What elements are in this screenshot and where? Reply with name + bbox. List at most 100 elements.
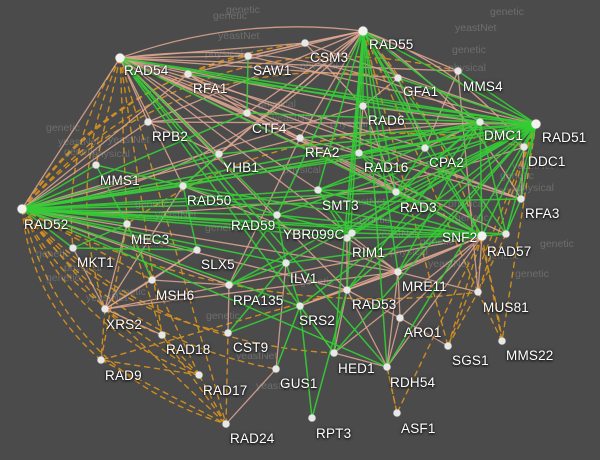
node-rdh54[interactable] [383, 363, 391, 371]
node-srs2[interactable] [296, 302, 304, 310]
edge-green[interactable] [21, 164, 97, 210]
edge-salmon[interactable] [104, 271, 399, 310]
node-rpt3[interactable] [308, 414, 316, 422]
edge-salmon[interactable] [119, 57, 522, 200]
edge-orange[interactable] [119, 57, 227, 425]
edge-green[interactable] [395, 147, 426, 193]
edge-salmon[interactable] [399, 235, 483, 319]
node-rad3[interactable] [392, 188, 400, 196]
node-rad51[interactable] [531, 119, 541, 129]
edge-green[interactable] [505, 198, 522, 235]
edge-green[interactable] [346, 123, 537, 291]
node-sgs1[interactable] [444, 342, 452, 350]
edge-green[interactable] [21, 153, 220, 210]
node-rad17[interactable] [195, 371, 203, 379]
edge-green[interactable] [119, 57, 388, 368]
edge-green[interactable] [317, 189, 483, 237]
edge-green[interactable] [95, 164, 184, 187]
edge-orange[interactable] [95, 57, 121, 166]
edge-green[interactable] [21, 208, 301, 307]
edge-green[interactable] [21, 208, 348, 239]
edge-salmon[interactable] [21, 57, 121, 210]
edge-orange[interactable] [100, 223, 128, 361]
edge-orange[interactable] [70, 57, 121, 249]
node-rfa1[interactable] [184, 70, 192, 78]
edge-salmon[interactable] [275, 262, 287, 370]
node-rpa135[interactable] [225, 281, 233, 289]
edge-salmon[interactable] [362, 30, 525, 148]
edge-orange[interactable] [21, 208, 200, 376]
edge-green[interactable] [285, 235, 483, 264]
edge-orange[interactable] [477, 123, 537, 293]
edge-green[interactable] [276, 30, 364, 216]
edge-green[interactable] [119, 57, 483, 237]
edge-orange[interactable] [477, 291, 503, 342]
edge-orange[interactable] [225, 332, 229, 425]
node-asf1[interactable] [393, 409, 401, 417]
edge-salmon[interactable] [477, 235, 483, 293]
edge-green[interactable] [395, 123, 537, 193]
edge-orange[interactable] [21, 208, 163, 336]
edge-salmon[interactable] [187, 73, 248, 114]
edge-green[interactable] [285, 123, 537, 264]
edge-orange[interactable] [100, 308, 106, 361]
edge-orange[interactable] [21, 55, 459, 210]
edge-salmon[interactable] [397, 77, 426, 149]
edge-salmon[interactable] [247, 55, 537, 125]
edge-salmon[interactable] [104, 308, 163, 336]
node-rad53[interactable] [343, 286, 351, 294]
edge-green[interactable] [317, 30, 364, 191]
node-rad50[interactable] [179, 182, 187, 190]
node-rad59[interactable] [273, 211, 281, 219]
node-mec3[interactable] [123, 220, 131, 228]
edge-green[interactable] [317, 189, 397, 193]
edge-salmon[interactable] [187, 73, 301, 139]
node-rad24[interactable] [222, 420, 230, 428]
edge-green[interactable] [72, 223, 128, 249]
edge-green[interactable] [227, 262, 287, 334]
edge-green[interactable] [397, 121, 481, 273]
node-rpb2[interactable] [144, 118, 152, 126]
edge-salmon[interactable] [333, 352, 388, 368]
edge-green[interactable] [119, 57, 287, 264]
edge-orange[interactable] [21, 208, 227, 425]
edge-green[interactable] [276, 123, 537, 216]
edge-salmon[interactable] [119, 57, 399, 79]
edge-orange[interactable] [161, 334, 227, 425]
edge-salmon[interactable] [399, 317, 449, 347]
edge-salmon[interactable] [187, 30, 364, 75]
edge-green[interactable] [21, 208, 388, 368]
edge-green[interactable] [520, 123, 537, 200]
edge-orange[interactable] [501, 123, 537, 342]
node-smt3[interactable] [314, 186, 322, 194]
node-snf2[interactable] [477, 231, 487, 241]
edge-salmon[interactable] [119, 55, 249, 59]
edge-green[interactable] [397, 123, 537, 273]
edge-green[interactable] [299, 305, 313, 419]
edge-salmon[interactable] [72, 247, 106, 310]
edge-green[interactable] [299, 123, 537, 307]
edge-salmon[interactable] [119, 42, 306, 59]
edge-orange[interactable] [21, 208, 335, 354]
node-mre11[interactable] [394, 268, 402, 276]
node-xrs2[interactable] [101, 305, 109, 313]
edge-green[interactable] [182, 153, 220, 187]
edge-green[interactable] [358, 152, 397, 193]
edge-green[interactable] [21, 208, 198, 251]
edge-orange[interactable] [161, 334, 200, 376]
edge-green[interactable] [228, 262, 287, 286]
edge-green[interactable] [218, 123, 537, 155]
edge-salmon[interactable] [386, 317, 401, 368]
edge-salmon[interactable] [119, 57, 459, 72]
edge-green[interactable] [21, 208, 278, 216]
edge-salmon[interactable] [246, 112, 301, 139]
edge-orange[interactable] [119, 57, 163, 336]
edge-green[interactable] [126, 223, 153, 281]
edge-green[interactable] [317, 121, 481, 191]
edge-green[interactable] [358, 152, 483, 237]
node-gus1[interactable] [272, 365, 280, 373]
edge-orange[interactable] [386, 366, 398, 414]
node-hed1[interactable] [330, 349, 338, 357]
edge-green[interactable] [21, 112, 248, 210]
